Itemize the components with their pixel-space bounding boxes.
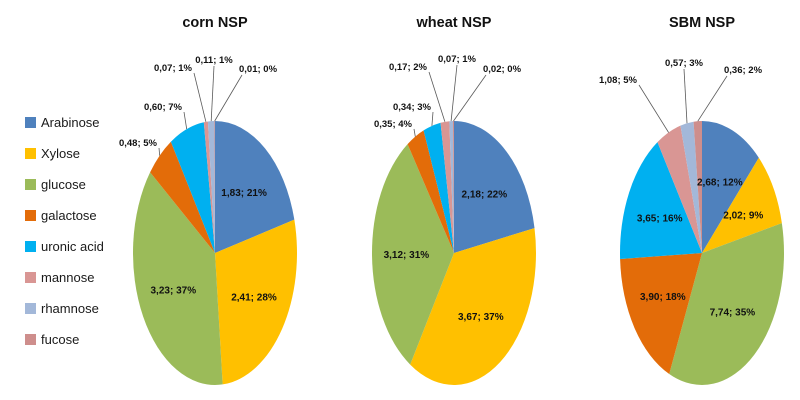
legend-item-fucose: fucose [25,333,104,346]
pie-0-callout-label-fucose: 0,01; 0% [239,64,278,75]
legend-item-galactose: galactose [25,209,104,222]
pie-1-slice-glucose [371,144,454,365]
pie-0-leader-mannose [193,72,207,122]
pie-1-inside-label-arabinose: 2,18; 22% [462,190,508,201]
pie-1-leader-uronic-acid [431,111,434,126]
pie-1-leader-galactose [413,128,416,137]
legend-label-glucose: glucose [41,177,86,192]
legend-swatch-uronic-acid [25,241,36,252]
pie-1-slice-rhamnose [449,121,454,253]
pie-0-leader-fucose [214,74,243,122]
legend-item-mannose: mannose [25,271,104,284]
legend-swatch-rhamnose [25,303,36,314]
legend-label-fucose: fucose [41,332,80,347]
pie-2-slice-uronic-acid [620,142,702,260]
pie-2-slice-glucose [669,223,785,385]
legend-label-uronic-acid: uronic acid [41,239,104,254]
pie-0-slice-rhamnose [207,121,215,253]
pie-1-callout-label-rhamnose: 0,07; 1% [438,54,477,65]
legend-item-uronic-acid: uronic acid [25,240,104,253]
pie-2-inside-label-xylose: 2,02; 9% [723,211,763,222]
pie-0-slice-mannose [203,121,215,254]
pie-2-callout-label-fucose: 0,36; 2% [724,65,763,76]
pie-1-slice-uronic-acid [423,122,454,253]
pie-0-callout-label-uronic-acid: 0,60; 7% [144,102,183,113]
legend-item-rhamnose: rhamnose [25,302,104,315]
pie-0-slice-xylose [215,219,297,385]
pie-2-leader-fucose [697,75,728,122]
pie-0-callout-label-rhamnose: 0,11; 1% [195,55,233,66]
legend-swatch-xylose [25,148,36,159]
legend-label-arabinose: Arabinose [41,115,100,130]
pie-2-inside-label-arabinose: 2,68; 12% [697,178,743,189]
pie-2-slice-mannose [657,125,702,253]
pie-1-callout-label-fucose: 0,02; 0% [483,64,522,75]
pie-2-slice-galactose [620,253,702,374]
pie-0-slice-uronic-acid [170,122,215,253]
legend-label-galactose: galactose [41,208,97,223]
pie-2-inside-label-uronic-acid: 3,65; 16% [637,214,683,225]
pie-0-slice-galactose [150,141,215,253]
legend-label-xylose: Xylose [41,146,81,161]
pie-1-callout-label-uronic-acid: 0,34; 3% [393,102,432,113]
pie-1-inside-label-glucose: 3,12; 31% [384,250,430,261]
pie-0-leader-galactose [158,147,161,156]
pie-0-slice-fucose [214,120,215,254]
legend-item-arabinose: Arabinose [25,116,104,129]
pie-2-slice-xylose [702,157,782,253]
chart-title-corn: corn NSP [182,15,248,31]
pie-2-slice-arabinose [702,121,759,253]
pie-2-callout-label-mannose: 1,08; 5% [599,75,638,86]
legend-swatch-galactose [25,210,36,221]
chart-title-wheat: wheat NSP [416,15,492,31]
pie-1-slice-xylose [410,228,536,385]
pie-0-callout-label-galactose: 0,48; 5% [119,138,158,149]
pie-0-callout-label-mannose: 0,07; 1% [154,63,193,74]
chart-title-sbm: SBM NSP [668,15,736,31]
pie-1-callout-label-galactose: 0,35; 4% [374,119,413,130]
pie-0-inside-label-xylose: 2,41; 28% [231,292,277,303]
pie-2-inside-label-galactose: 3,90; 18% [640,292,686,303]
pie-0-leader-uronic-acid [183,111,188,130]
pie-0-inside-label-arabinose: 1,83; 21% [221,188,267,199]
legend: Arabinose Xylose glucose galactose uroni… [25,116,104,364]
legend-swatch-fucose [25,334,36,345]
legend-label-mannose: mannose [41,270,95,285]
pie-0-leader-rhamnose [210,65,215,122]
pie-2-callout-label-rhamnose: 0,57; 3% [665,58,704,69]
legend-item-xylose: Xylose [25,147,104,160]
pie-1-leader-rhamnose [450,64,458,122]
pie-2-leader-rhamnose [683,68,688,124]
pie-0-slice-glucose [133,172,223,385]
pie-2-slice-rhamnose [680,121,702,253]
pie-1-slice-galactose [407,130,454,253]
legend-swatch-arabinose [25,117,36,128]
pie-1-leader-mannose [428,71,446,122]
pie-1-slice-fucose [452,120,454,253]
legend-label-rhamnose: rhamnose [41,301,99,316]
pie-1-slice-mannose [440,121,454,254]
legend-swatch-glucose [25,179,36,190]
legend-swatch-mannose [25,272,36,283]
pie-1-callout-label-mannose: 0,17; 2% [389,62,428,73]
pie-0-slice-arabinose [215,121,295,253]
pie-1-inside-label-xylose: 3,67; 37% [458,312,504,323]
pie-2-leader-mannose [638,84,669,133]
pie-1-leader-fucose [453,74,487,122]
pie-0-inside-label-glucose: 3,23; 37% [151,285,197,296]
pie-2-inside-label-glucose: 7,74; 35% [710,307,756,318]
pie-2-slice-fucose [693,121,702,253]
pie-1-slice-arabinose [454,121,535,253]
legend-item-glucose: glucose [25,178,104,191]
